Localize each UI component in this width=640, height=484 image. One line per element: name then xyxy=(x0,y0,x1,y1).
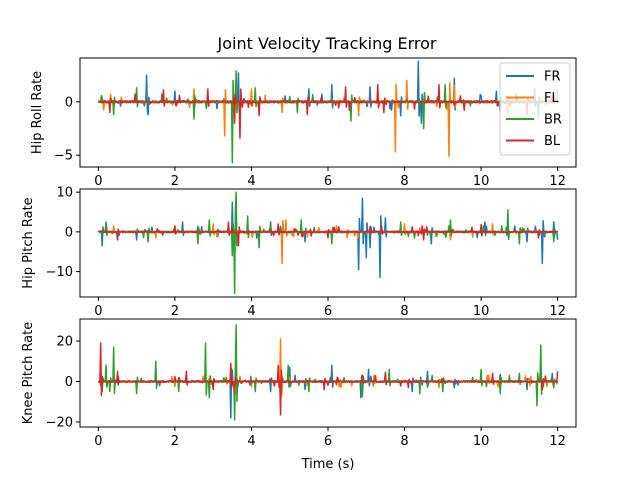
series-line-br-subplot-2 xyxy=(97,191,559,295)
x-tick-label: 12 xyxy=(549,174,566,189)
chart-title: Joint Velocity Tracking Error xyxy=(217,34,437,53)
subplot-1: 0 2 4 6 8 10 12 −5 0 Hip Roll Rate xyxy=(30,57,577,189)
x-tick-label: 10 xyxy=(473,434,490,449)
series-line-bl-subplot-1 xyxy=(98,83,559,139)
x-tick-label: 4 xyxy=(247,174,255,189)
x-tick-label: 0 xyxy=(94,434,102,449)
legend-label-fl: FL xyxy=(544,91,559,106)
y-axis-label-3: Knee Pitch Rate xyxy=(21,322,36,424)
series-line-fl-subplot-2 xyxy=(98,219,558,265)
plot-frame-2 xyxy=(79,188,577,298)
x-tick-label: 0 xyxy=(94,174,102,189)
subplot-3: 0 2 4 6 8 10 12 −20 0 20 Knee Pitch Rate xyxy=(21,318,577,449)
x-axis-label: Time (s) xyxy=(301,457,355,472)
x-tick-label: 6 xyxy=(324,174,332,189)
x-tick-label: 8 xyxy=(400,304,408,319)
x-tick-label: 6 xyxy=(324,304,332,319)
x-tick-label: 2 xyxy=(171,434,179,449)
x-tick-label: 12 xyxy=(549,434,566,449)
series-line-fl-subplot-1 xyxy=(97,79,558,158)
plot-frame-3 xyxy=(79,318,577,428)
legend-label-fr: FR xyxy=(544,70,561,85)
legend: FR FL BR BL xyxy=(499,62,571,156)
y-tick-label: 0 xyxy=(65,225,73,240)
x-tick-label: 10 xyxy=(473,174,490,189)
series-line-fr-subplot-1 xyxy=(98,60,559,124)
x-tick-label: 0 xyxy=(94,304,102,319)
y-tick-label: −20 xyxy=(46,415,73,430)
x-tick-label: 12 xyxy=(549,304,566,319)
x-tick-label: 2 xyxy=(171,304,179,319)
y-axis-label-1: Hip Roll Rate xyxy=(30,71,45,154)
y-tick-label: 10 xyxy=(56,186,73,201)
legend-label-br: BR xyxy=(544,113,562,128)
series-line-br-subplot-3 xyxy=(97,324,559,421)
series-line-fr-subplot-3 xyxy=(97,364,558,419)
y-tick-label: 0 xyxy=(65,375,73,390)
series-line-br-subplot-1 xyxy=(98,70,559,164)
y-tick-label: −5 xyxy=(54,149,73,164)
x-tick-label: 10 xyxy=(473,304,490,319)
y-axis-label-2: Hip Pitch Rate xyxy=(21,197,36,288)
x-tick-label: 2 xyxy=(171,174,179,189)
y-tick-label: −10 xyxy=(46,265,73,280)
y-tick-label: 0 xyxy=(65,95,73,110)
x-tick-label: 8 xyxy=(400,174,408,189)
x-tick-label: 6 xyxy=(324,434,332,449)
series-line-fl-subplot-3 xyxy=(98,338,559,398)
series-line-bl-subplot-3 xyxy=(97,342,559,416)
y-tick-label: 20 xyxy=(56,335,73,350)
x-tick-label: 8 xyxy=(400,434,408,449)
subplots: 0 2 4 6 8 10 12 −5 0 Hip Roll Rate 0 2 4 6 8 10 12 −10 0 10… xyxy=(21,57,577,449)
x-tick-label: 4 xyxy=(247,304,255,319)
x-tick-label: 4 xyxy=(247,434,255,449)
legend-label-bl: BL xyxy=(544,134,561,149)
subplot-2: 0 2 4 6 8 10 12 −10 0 10 Hip Pitch Rate xyxy=(21,186,577,319)
legend-box xyxy=(499,62,571,156)
series-line-bl-subplot-2 xyxy=(97,221,559,247)
